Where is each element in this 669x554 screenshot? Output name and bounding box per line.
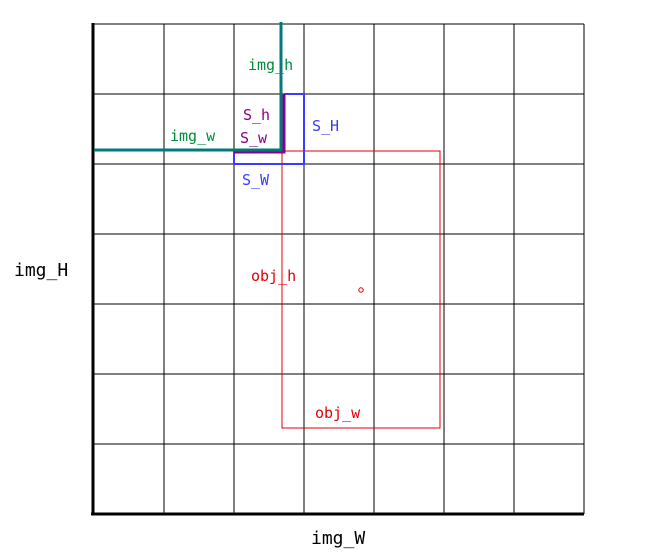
object-box — [281, 150, 441, 429]
label-obj-w: obj_w — [315, 404, 361, 422]
grid-lines — [94, 23, 585, 514]
label-img-w: img_w — [170, 127, 216, 145]
label-obj-h: obj_h — [251, 267, 296, 285]
label-image-height: img_H — [14, 260, 68, 281]
label-image-width: img_W — [311, 528, 365, 549]
label-s-w: S_w — [240, 129, 268, 147]
label-img-h: img_h — [248, 56, 293, 74]
label-s-h: S_h — [243, 106, 270, 124]
stride-small-box — [234, 94, 286, 154]
label-s-big-w: S_W — [242, 171, 270, 189]
stride-large-box — [233, 93, 305, 165]
label-s-big-h: S_H — [312, 117, 339, 135]
object-center-marker — [358, 287, 364, 293]
image-small-extent — [94, 22, 283, 152]
